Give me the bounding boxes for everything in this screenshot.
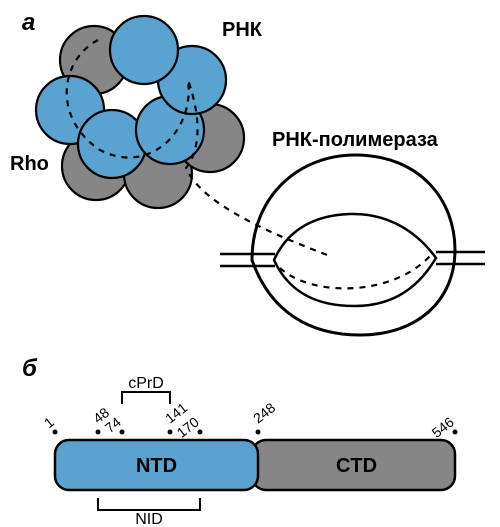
residue-tick-248	[256, 430, 261, 435]
cprd-label: cPrD	[128, 375, 164, 392]
rho-subunit-8	[110, 16, 178, 84]
rho-subunit-5	[78, 110, 146, 178]
ntd-label: NTD	[136, 455, 177, 477]
polymerase-label: РНК-полимераза	[272, 129, 439, 151]
nid-label: NID	[135, 511, 163, 527]
figure-diagram: аRhoРНКРНК-полимеразабcPrD14874141170248…	[0, 0, 500, 527]
residue-tick-546	[453, 430, 458, 435]
rna-label: РНК	[222, 19, 263, 41]
residue-tick-141	[168, 430, 173, 435]
residue-tick-1	[53, 430, 58, 435]
residue-tick-48	[96, 430, 101, 435]
residue-tick-74	[120, 430, 125, 435]
panel-a-label: а	[22, 9, 35, 36]
residue-tick-170	[198, 430, 203, 435]
rho-label: Rho	[10, 153, 49, 175]
panel-b-label: б	[22, 355, 38, 382]
ctd-label: CTD	[336, 455, 377, 477]
